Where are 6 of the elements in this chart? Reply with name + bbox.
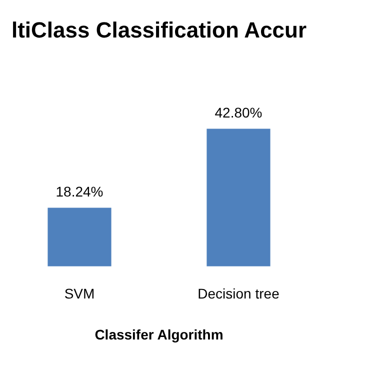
x-tick-label: Decision tree (198, 286, 280, 302)
x-axis-title: Classifer Algorithm (94, 326, 224, 342)
chart-title: ltiClass Classification Accur (11, 17, 307, 42)
data-label: 18.24% (56, 184, 104, 200)
data-label: 42.80% (214, 104, 262, 121)
x-tick-label: SVM (64, 286, 95, 302)
